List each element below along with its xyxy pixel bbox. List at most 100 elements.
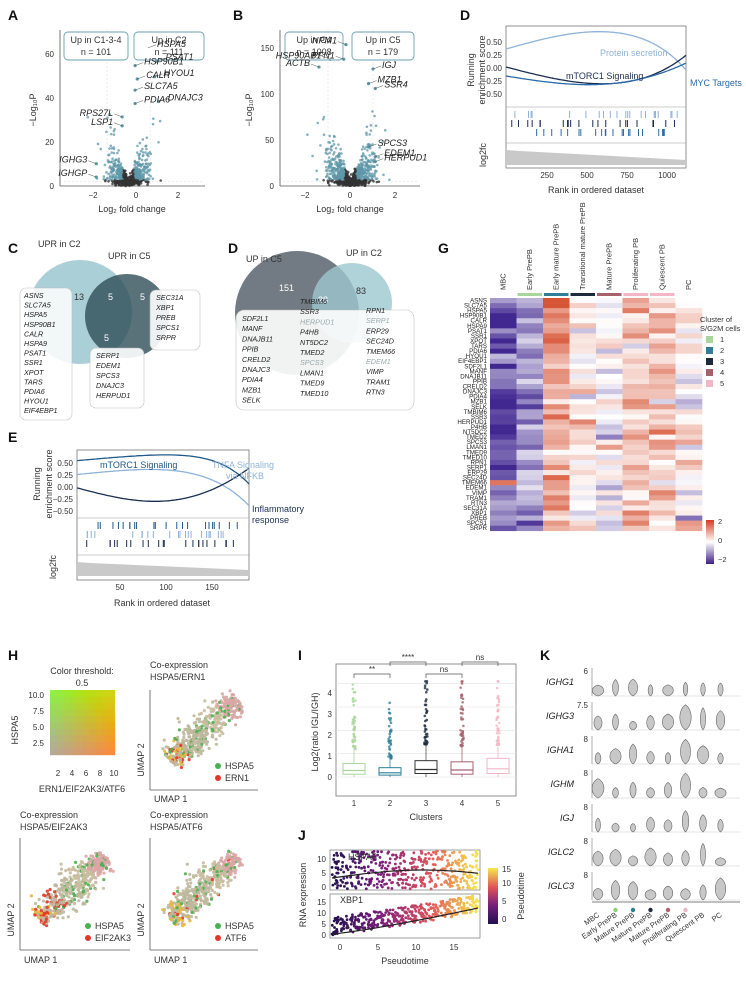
i-outlier — [423, 730, 427, 733]
umap-cell — [33, 913, 37, 917]
threshold-grid-cell — [50, 716, 57, 723]
heatmap-cell — [516, 454, 544, 461]
j-point-hspa5 — [467, 884, 470, 887]
heatmap-cell — [675, 414, 703, 420]
threshold-grid-cell — [56, 716, 64, 723]
umap-cell — [192, 894, 196, 898]
heatmap-cell — [490, 348, 517, 354]
volcano-point — [324, 147, 328, 151]
threshold-grid-cell — [69, 703, 77, 710]
heatmap-cell — [649, 459, 676, 466]
b-box-right-title: Up in C5 — [365, 35, 400, 45]
volcano-leader-line — [154, 73, 163, 78]
h-threshold-title: Color threshold: — [50, 666, 114, 676]
heatmap-cell — [622, 389, 650, 395]
volcano-point — [137, 164, 140, 167]
umap-cell — [178, 751, 182, 755]
j-point-hspa5 — [354, 885, 357, 889]
heatmap-row-label: HSP90B1 — [460, 313, 488, 320]
j-point-xbp1 — [423, 908, 426, 911]
volcano-point — [141, 147, 144, 151]
heatmap-cell — [649, 490, 676, 496]
i-outlier — [390, 757, 393, 760]
heatmap-cell — [649, 404, 676, 410]
heatmap-cell — [622, 515, 650, 521]
volcano-gene-label: IGHG3 — [59, 155, 87, 165]
i-significance-bracket — [353, 673, 391, 678]
umap-cell — [212, 866, 216, 870]
umap-cell — [93, 869, 97, 873]
threshold-grid-cell — [50, 729, 57, 736]
threshold-grid-cell — [69, 722, 77, 730]
volcano-point — [360, 148, 364, 151]
heatmap-cell — [543, 495, 570, 501]
threshold-grid-cell — [76, 729, 83, 736]
umap-cell — [38, 905, 42, 910]
threshold-grid-cell — [50, 696, 57, 704]
volcano-point — [116, 169, 120, 173]
j-point-hspa5 — [346, 868, 350, 871]
f-ytick: 0.25 — [486, 51, 502, 60]
j-point-hspa5 — [399, 862, 402, 865]
umap-cell — [175, 756, 179, 760]
heatmap-cell — [596, 454, 623, 461]
umap-cell — [74, 860, 78, 865]
heatmap-cell — [543, 404, 570, 410]
umap-cell — [41, 899, 46, 903]
i-outlier — [388, 739, 391, 743]
threshold-grid-cell — [69, 716, 77, 723]
umap-cell — [172, 901, 176, 905]
j-point-hspa5 — [401, 878, 405, 882]
heatmap-cell — [569, 485, 597, 491]
j-point-xbp1 — [360, 922, 364, 926]
threshold-grid-cell — [102, 703, 109, 710]
j-point-xbp1 — [351, 913, 354, 917]
umap-cell — [203, 699, 207, 703]
j-point-hspa5 — [417, 858, 421, 862]
volcano-point — [329, 163, 333, 167]
umap-cell — [197, 886, 201, 890]
umap-cell — [185, 862, 189, 866]
heatmap-legend-swatch — [706, 380, 713, 387]
heatmap-cell — [649, 368, 676, 375]
volcano-point — [336, 167, 339, 171]
heatmap-cell — [569, 409, 597, 415]
j-point-xbp1 — [387, 911, 391, 915]
umap-cell — [182, 735, 186, 740]
heatmap-cell — [516, 414, 544, 420]
volcano-point — [123, 176, 126, 179]
i-outlier — [496, 694, 500, 698]
j-point-hspa5 — [336, 871, 340, 875]
volcano-point — [86, 115, 90, 119]
umap-cell — [191, 900, 195, 904]
umap-cell — [37, 897, 41, 902]
heatmap-cell — [543, 485, 570, 491]
venn-gene-item: XBP1 — [155, 303, 174, 312]
heatmap-cell — [675, 490, 703, 496]
heatmap-cell — [490, 470, 517, 476]
heatmap-cell — [516, 404, 544, 410]
i-outlier — [459, 728, 462, 732]
j-point-hspa5 — [450, 863, 454, 867]
panel-e-gsea: E mTORC1 Signaling TNFA Signaling via NF… — [8, 429, 305, 608]
heatmap-row-label: ASNS — [470, 298, 487, 305]
umap-cell — [176, 889, 180, 894]
umap-cell — [189, 749, 193, 753]
heatmap-cell — [622, 464, 650, 471]
j-point-xbp1 — [439, 911, 443, 915]
venn-gene-item: SPCS1 — [156, 323, 180, 332]
umap-cell — [74, 882, 78, 886]
volcano-point — [377, 180, 381, 183]
volcano-point — [140, 158, 144, 162]
umap-cell — [205, 721, 209, 725]
heatmap-cell — [569, 459, 597, 466]
umap-cell — [176, 735, 180, 739]
j-point-hspa5 — [436, 856, 440, 859]
umap-cell — [177, 728, 181, 732]
umap-cell — [207, 746, 211, 751]
threshold-grid-cell — [50, 722, 57, 730]
heatmap-cluster-bar — [676, 293, 701, 296]
heatmap-cell — [675, 308, 703, 314]
heatmap-cell — [675, 303, 703, 309]
umap-cell — [219, 717, 223, 721]
